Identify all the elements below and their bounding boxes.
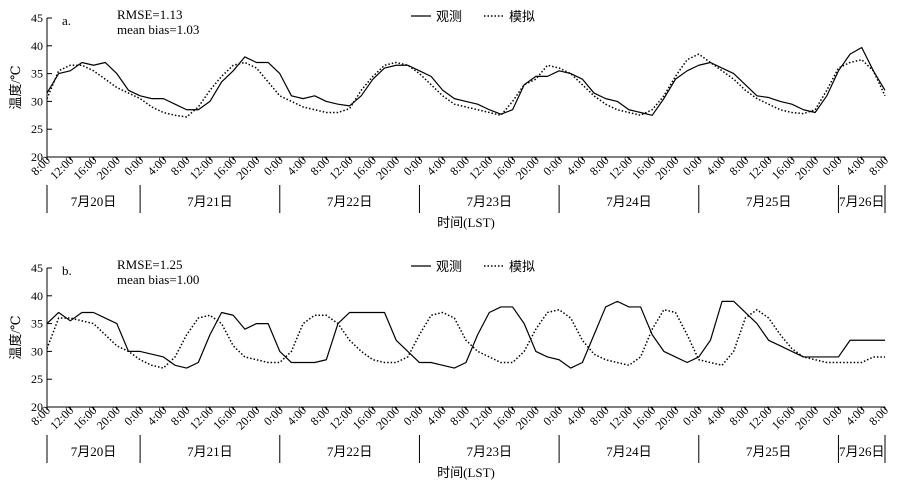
x-tick-label: 12:00: [745, 153, 774, 182]
observed-series-line: [46, 46, 886, 116]
y-tick-label: 40: [31, 289, 43, 303]
x-tick-label: 20:00: [373, 153, 402, 182]
y-tick-label: 30: [31, 94, 43, 108]
y-tick-label: 25: [31, 372, 43, 386]
day-label: 7月23日: [467, 194, 513, 209]
day-label: 7月24日: [606, 194, 652, 209]
panel-b: 202530354045温度/℃8:0012:0016:0020:000:004…: [8, 257, 891, 480]
x-tick-label: 20:00: [94, 153, 123, 182]
y-axis-label: 温度/℃: [8, 65, 23, 109]
panel-label: b.: [62, 263, 72, 278]
rmse-annotation: RMSE=1.13: [117, 7, 182, 22]
x-axis-label: 时间(LST): [437, 215, 495, 230]
x-tick-label: 16:00: [350, 153, 379, 182]
x-tick-label: 16:00: [489, 403, 518, 432]
day-label: 7月21日: [187, 444, 233, 459]
y-tick-label: 45: [31, 11, 43, 25]
day-label: 7月21日: [187, 194, 233, 209]
bias-annotation: mean bias=1.00: [117, 272, 199, 287]
x-tick-label: 12:00: [606, 153, 635, 182]
day-label: 7月22日: [327, 444, 373, 459]
x-tick-label: 12:00: [466, 403, 495, 432]
panel-a: 202530354045温度/℃8:0012:0016:0020:000:004…: [8, 7, 891, 230]
x-axis-label: 时间(LST): [437, 465, 495, 480]
y-tick-label: 20: [31, 150, 43, 164]
y-tick-label: 35: [31, 67, 43, 81]
day-label: 7月25日: [746, 194, 792, 209]
x-tick-label: 12:00: [466, 153, 495, 182]
x-tick-label: 20:00: [233, 153, 262, 182]
day-label: 7月24日: [606, 444, 652, 459]
day-label: 7月22日: [327, 194, 373, 209]
x-tick-label: 12:00: [187, 403, 216, 432]
simulated-series-line: [46, 308, 885, 369]
x-tick-label: 12:00: [745, 403, 774, 432]
x-tick-label: 16:00: [350, 403, 379, 432]
legend-observed-label: 观测: [436, 9, 462, 24]
x-tick-label: 16:00: [489, 153, 518, 182]
y-tick-label: 35: [31, 317, 43, 331]
x-tick-label: 12:00: [47, 403, 76, 432]
y-axis-label: 温度/℃: [8, 315, 23, 359]
legend-simulated-label: 模拟: [509, 259, 535, 274]
y-tick-label: 40: [31, 39, 43, 53]
x-tick-label: 16:00: [70, 403, 99, 432]
legend-observed-label: 观测: [436, 259, 462, 274]
x-tick-label: 12:00: [326, 403, 355, 432]
x-tick-label: 12:00: [187, 153, 216, 182]
bias-annotation: mean bias=1.03: [117, 22, 199, 37]
x-tick-label: 20:00: [233, 403, 262, 432]
x-tick-label: 12:00: [606, 403, 635, 432]
y-tick-label: 30: [31, 344, 43, 358]
observed-series-line: [46, 300, 885, 369]
x-tick-label: 20:00: [792, 153, 821, 182]
legend-simulated-label: 模拟: [509, 9, 535, 24]
x-tick-label: 20:00: [652, 153, 681, 182]
day-label: 7月26日: [839, 444, 885, 459]
x-tick-label: 12:00: [47, 153, 76, 182]
day-label: 7月20日: [71, 444, 117, 459]
simulated-series-line: [46, 53, 886, 118]
x-tick-label: 16:00: [210, 403, 239, 432]
x-tick-label: 20:00: [513, 403, 542, 432]
day-label: 7月23日: [467, 444, 513, 459]
y-tick-label: 20: [31, 400, 43, 414]
day-label: 7月20日: [71, 194, 117, 209]
y-tick-label: 25: [31, 122, 43, 136]
x-tick-label: 12:00: [326, 153, 355, 182]
x-tick-label: 16:00: [769, 153, 798, 182]
x-tick-label: 16:00: [210, 153, 239, 182]
panel-label: a.: [62, 13, 71, 28]
x-tick-label: 20:00: [652, 403, 681, 432]
x-tick-label: 20:00: [513, 153, 542, 182]
day-label: 7月26日: [839, 194, 885, 209]
rmse-annotation: RMSE=1.25: [117, 257, 182, 272]
x-tick-label: 16:00: [769, 403, 798, 432]
x-tick-label: 20:00: [94, 403, 123, 432]
day-label: 7月25日: [746, 444, 792, 459]
x-tick-label: 16:00: [629, 403, 658, 432]
x-tick-label: 20:00: [792, 403, 821, 432]
x-tick-label: 16:00: [70, 153, 99, 182]
y-tick-label: 45: [31, 261, 43, 275]
x-tick-label: 16:00: [629, 153, 658, 182]
x-tick-label: 20:00: [373, 403, 402, 432]
